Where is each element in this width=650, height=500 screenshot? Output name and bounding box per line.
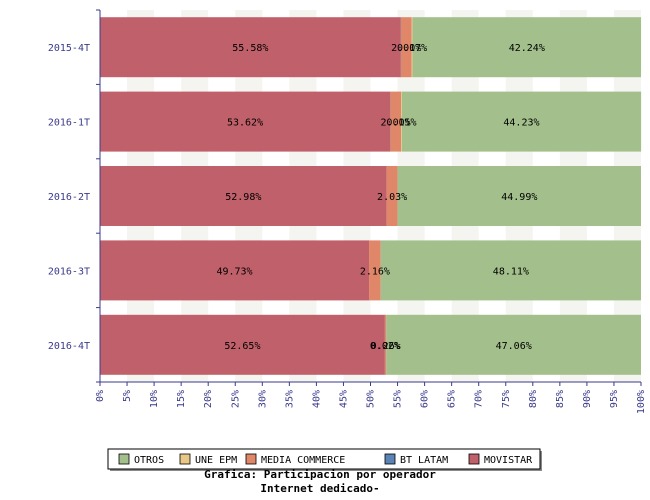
legend: OTROS UNE EPM MEDIA COMMERCE BT LATAM MOVIST… xyxy=(107,448,542,471)
legend-label: MEDIA COMMERCE xyxy=(261,455,345,466)
x-tick-label: 15% xyxy=(176,390,187,408)
legend-label: BT LATAM xyxy=(400,455,448,466)
data-label: 55.58% xyxy=(232,43,268,54)
data-label: 2.03% xyxy=(377,192,407,203)
x-tick-label: 20% xyxy=(203,390,214,408)
bar-otros-2015-4T xyxy=(412,17,642,78)
x-tick-label: 25% xyxy=(230,390,241,408)
bar-movistar-2015-4T xyxy=(100,17,401,78)
x-tick-label: 60% xyxy=(420,390,431,408)
data-label: 0.26% xyxy=(371,341,401,352)
legend-box xyxy=(107,448,541,470)
data-label: 49.73% xyxy=(216,266,252,277)
legend-swatch xyxy=(384,453,396,465)
data-label: 0.17% xyxy=(397,43,427,54)
bar-movistar-2016-3T xyxy=(100,240,370,301)
category-label: 2016-2T xyxy=(48,192,90,203)
data-labels-group: 55.58% 2.00%0.17% 42.24%53.62% 2.00%0.15% 44… xyxy=(216,43,544,352)
x-tick-label: 35% xyxy=(284,390,295,408)
legend-swatch xyxy=(245,453,257,465)
x-tick-label: 90% xyxy=(582,390,593,408)
bar-une-epm-2015-4T xyxy=(411,17,413,78)
data-label: 2.00% xyxy=(391,43,421,54)
x-tick-label: 0% xyxy=(95,390,106,402)
titles-group: Grafica: Participacion por operador Inte… xyxy=(204,468,436,495)
x-tick-label: 95% xyxy=(609,390,620,408)
legend-swatch xyxy=(179,453,191,465)
bar-movistar-2016-2T xyxy=(100,166,387,226)
axes-group: 0% 5% 10% 15% 20% 25% 30% 35% 40% 45% 50% 55% 60% 65%… xyxy=(48,9,647,414)
x-tick-label: 45% xyxy=(338,390,349,408)
data-label: 44.23% xyxy=(503,118,539,129)
data-label: 52.65% xyxy=(224,341,260,352)
x-tick-label: 100% xyxy=(636,390,647,414)
x-tick-label: 70% xyxy=(474,390,485,408)
data-label: 47.06% xyxy=(496,341,532,352)
category-label: 2015-4T xyxy=(48,43,90,54)
data-label: 53.62% xyxy=(227,118,263,129)
bar-movistar-2016-4T xyxy=(100,314,385,375)
x-tick-label: 30% xyxy=(257,390,268,408)
chart-title: Grafica: Participacion por operador xyxy=(204,468,436,481)
bar-une-epm-2016-1T xyxy=(401,91,402,152)
bar-otros-2016-2T xyxy=(397,166,641,226)
bar-otros-2016-4T xyxy=(386,314,641,375)
legend-label: OTROS xyxy=(134,455,164,466)
x-tick-label: 75% xyxy=(501,390,512,408)
data-label: 48.11% xyxy=(493,266,529,277)
data-label: 2.00% xyxy=(381,118,411,129)
x-tick-label: 50% xyxy=(366,390,377,408)
data-label: 0.02% xyxy=(370,341,400,352)
legend-label: UNE EPM xyxy=(195,455,237,466)
category-label: 2016-4T xyxy=(48,341,90,352)
bar-media-commerce-2015-4T xyxy=(400,17,412,78)
data-label: 42.24% xyxy=(509,43,545,54)
legend-swatch xyxy=(118,453,130,465)
x-tick-label: 5% xyxy=(122,390,133,402)
x-tick-label: 80% xyxy=(528,390,539,408)
bar-media-commerce-2016-1T xyxy=(390,91,402,152)
category-label: 2016-3T xyxy=(48,266,90,277)
chart-subtitle: Internet dedicado- xyxy=(260,482,379,495)
data-label: 0.15% xyxy=(386,118,416,129)
data-label: 52.98% xyxy=(225,192,261,203)
x-tick-label: 40% xyxy=(311,390,322,408)
x-tick-label: 85% xyxy=(555,390,566,408)
bars-group xyxy=(100,17,642,375)
data-label: 44.99% xyxy=(501,192,537,203)
legend-swatch xyxy=(468,453,480,465)
bar-media-commerce-2016-2T xyxy=(386,166,398,226)
legend-label: MOVISTAR xyxy=(484,455,533,466)
bar-otros-2016-1T xyxy=(401,91,642,152)
bar-media-commerce-2016-3T xyxy=(369,240,381,301)
x-tick-label: 65% xyxy=(447,390,458,408)
bar-otros-2016-3T xyxy=(380,240,641,301)
category-label: 2016-1T xyxy=(48,118,90,129)
data-label: 2.16% xyxy=(360,266,390,277)
x-tick-label: 55% xyxy=(393,390,404,408)
x-tick-label: 10% xyxy=(149,390,160,408)
bar-movistar-2016-1T xyxy=(100,91,391,152)
bar-media-commerce-2016-4T xyxy=(384,314,387,375)
